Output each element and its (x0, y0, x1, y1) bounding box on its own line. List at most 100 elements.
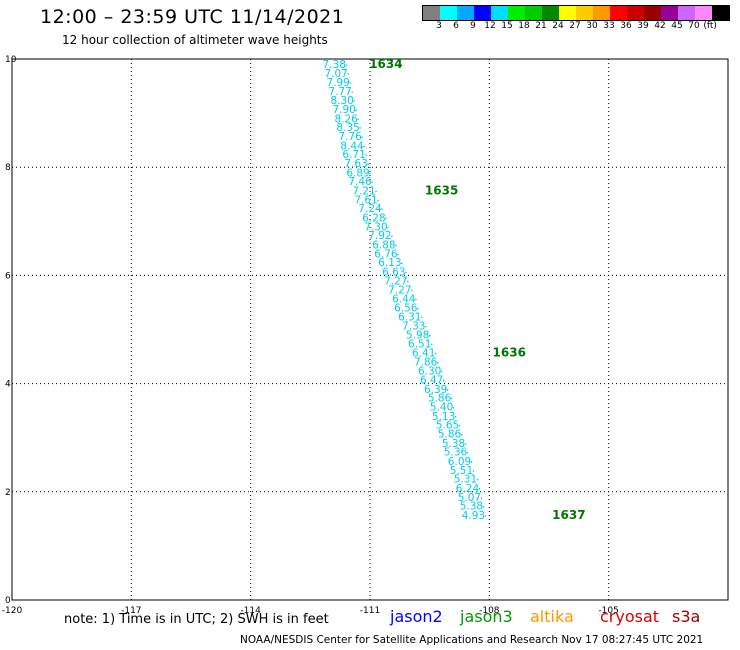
page-title: 12:00 – 23:59 UTC 11/14/2021 (40, 6, 345, 28)
satellite-label-altika: altika (530, 607, 574, 626)
x-tick-label: -108 (479, 606, 500, 616)
page-subtitle: 12 hour collection of altimeter wave hei… (62, 33, 328, 47)
colorbar-cell (423, 6, 440, 20)
data-point (482, 505, 485, 508)
data-label: 7.99 (326, 77, 349, 89)
data-label: 6.88 (372, 239, 395, 251)
data-point (353, 100, 355, 102)
data-point (476, 478, 479, 481)
y-tick-label: 2 (5, 488, 11, 498)
y-tick-label: 4 (5, 380, 11, 390)
y-tick-label: 8 (5, 163, 11, 173)
data-label: 5.86 (428, 392, 452, 404)
data-point (371, 181, 373, 183)
data-point (391, 235, 393, 237)
data-point (375, 190, 377, 193)
data-label: 6.13 (378, 257, 401, 269)
data-label: 5.36 (444, 447, 468, 459)
data-label: 6.89 (346, 167, 369, 179)
data-label: 8.30 (330, 95, 353, 107)
data-label: 8.35 (336, 122, 359, 134)
data-point (415, 298, 417, 301)
satellite-label-jason2: jason2 (390, 607, 443, 626)
time-label: 1636 (493, 346, 526, 360)
data-point (387, 226, 389, 229)
data-label: 5.38 (460, 501, 483, 513)
colorbar-label: 42 (654, 21, 666, 31)
plot-frame (11, 58, 729, 601)
colorbar-cell (542, 6, 559, 20)
data-label: 6.28 (362, 212, 385, 224)
colorbar-cell (678, 6, 695, 20)
data-point (359, 127, 361, 129)
satellite-label-jason3: jason3 (460, 607, 513, 626)
data-point (450, 397, 453, 400)
data-label: 6.56 (394, 303, 418, 315)
data-label: 5.51 (450, 465, 473, 477)
data-point (446, 388, 449, 391)
colorbar-legend (422, 5, 730, 21)
data-label: 7.24 (358, 203, 382, 215)
data-point (367, 163, 369, 165)
colorbar-label: 21 (535, 21, 547, 31)
y-tick-label: 6 (5, 271, 11, 281)
colorbar-cell (525, 6, 542, 20)
data-point (436, 361, 439, 364)
data-point (355, 109, 357, 111)
time-label: 1634 (369, 57, 402, 71)
data-point (381, 208, 383, 210)
data-point (351, 91, 353, 94)
time-label: 1635 (425, 183, 458, 197)
data-point (424, 325, 427, 328)
footer-note: note: 1) Time is in UTC; 2) SWH is in fe… (64, 612, 329, 627)
colorbar-label: 36 (620, 21, 632, 31)
colorbar-label: 15 (501, 21, 513, 31)
data-label: 6.30 (418, 365, 441, 377)
data-label: 5.65 (436, 420, 459, 432)
colorbar-cell (474, 6, 491, 20)
data-point (369, 172, 371, 175)
data-point (377, 199, 379, 202)
data-point (363, 145, 365, 148)
data-label: 4.93 (462, 510, 485, 522)
colorbar-label: 30 (586, 21, 598, 31)
data-label: 8.44 (340, 140, 364, 152)
colorbar-cell (457, 6, 474, 20)
data-label: 7.27 (388, 284, 411, 296)
data-label: 6.76 (374, 249, 398, 261)
colorbar-cell (661, 6, 678, 20)
data-label: 5.40 (430, 402, 453, 414)
y-tick-label: 10 (5, 55, 17, 65)
data-label: 7.92 (368, 230, 391, 242)
x-tick-label: -114 (240, 606, 261, 616)
data-label: 6.39 (424, 384, 447, 396)
data-point (407, 280, 409, 283)
data-point (349, 82, 351, 84)
colorbar-label: 9 (470, 21, 476, 31)
data-point (478, 488, 481, 490)
data-label: 6.47 (420, 375, 443, 387)
data-point (345, 64, 348, 66)
colorbar-cell (695, 6, 712, 20)
colorbar-cell (491, 6, 508, 20)
satellite-label-cryosat: cryosat (600, 607, 660, 626)
colorbar-cell (712, 6, 729, 20)
data-label: 6.24 (456, 483, 480, 495)
data-point (430, 343, 433, 346)
colorbar-cell (593, 6, 610, 20)
colorbar-label: 27 (569, 21, 581, 31)
data-point (361, 136, 363, 138)
colorbar-labels: 3 6 9 12 15 18 21 24 27 30 33 36 39 42 45 70 (ft) (422, 21, 738, 33)
colorbar-label: 24 (552, 21, 564, 31)
data-point (395, 244, 397, 247)
colorbar-label: 12 (484, 21, 496, 31)
data-label: 6.51 (408, 338, 431, 350)
data-label: 6.09 (448, 456, 471, 468)
data-point (411, 289, 413, 292)
data-point (470, 460, 473, 463)
data-label: 7.21 (352, 185, 375, 197)
data-point (480, 497, 483, 499)
colorbar-cell (440, 6, 457, 20)
data-point (460, 433, 463, 436)
